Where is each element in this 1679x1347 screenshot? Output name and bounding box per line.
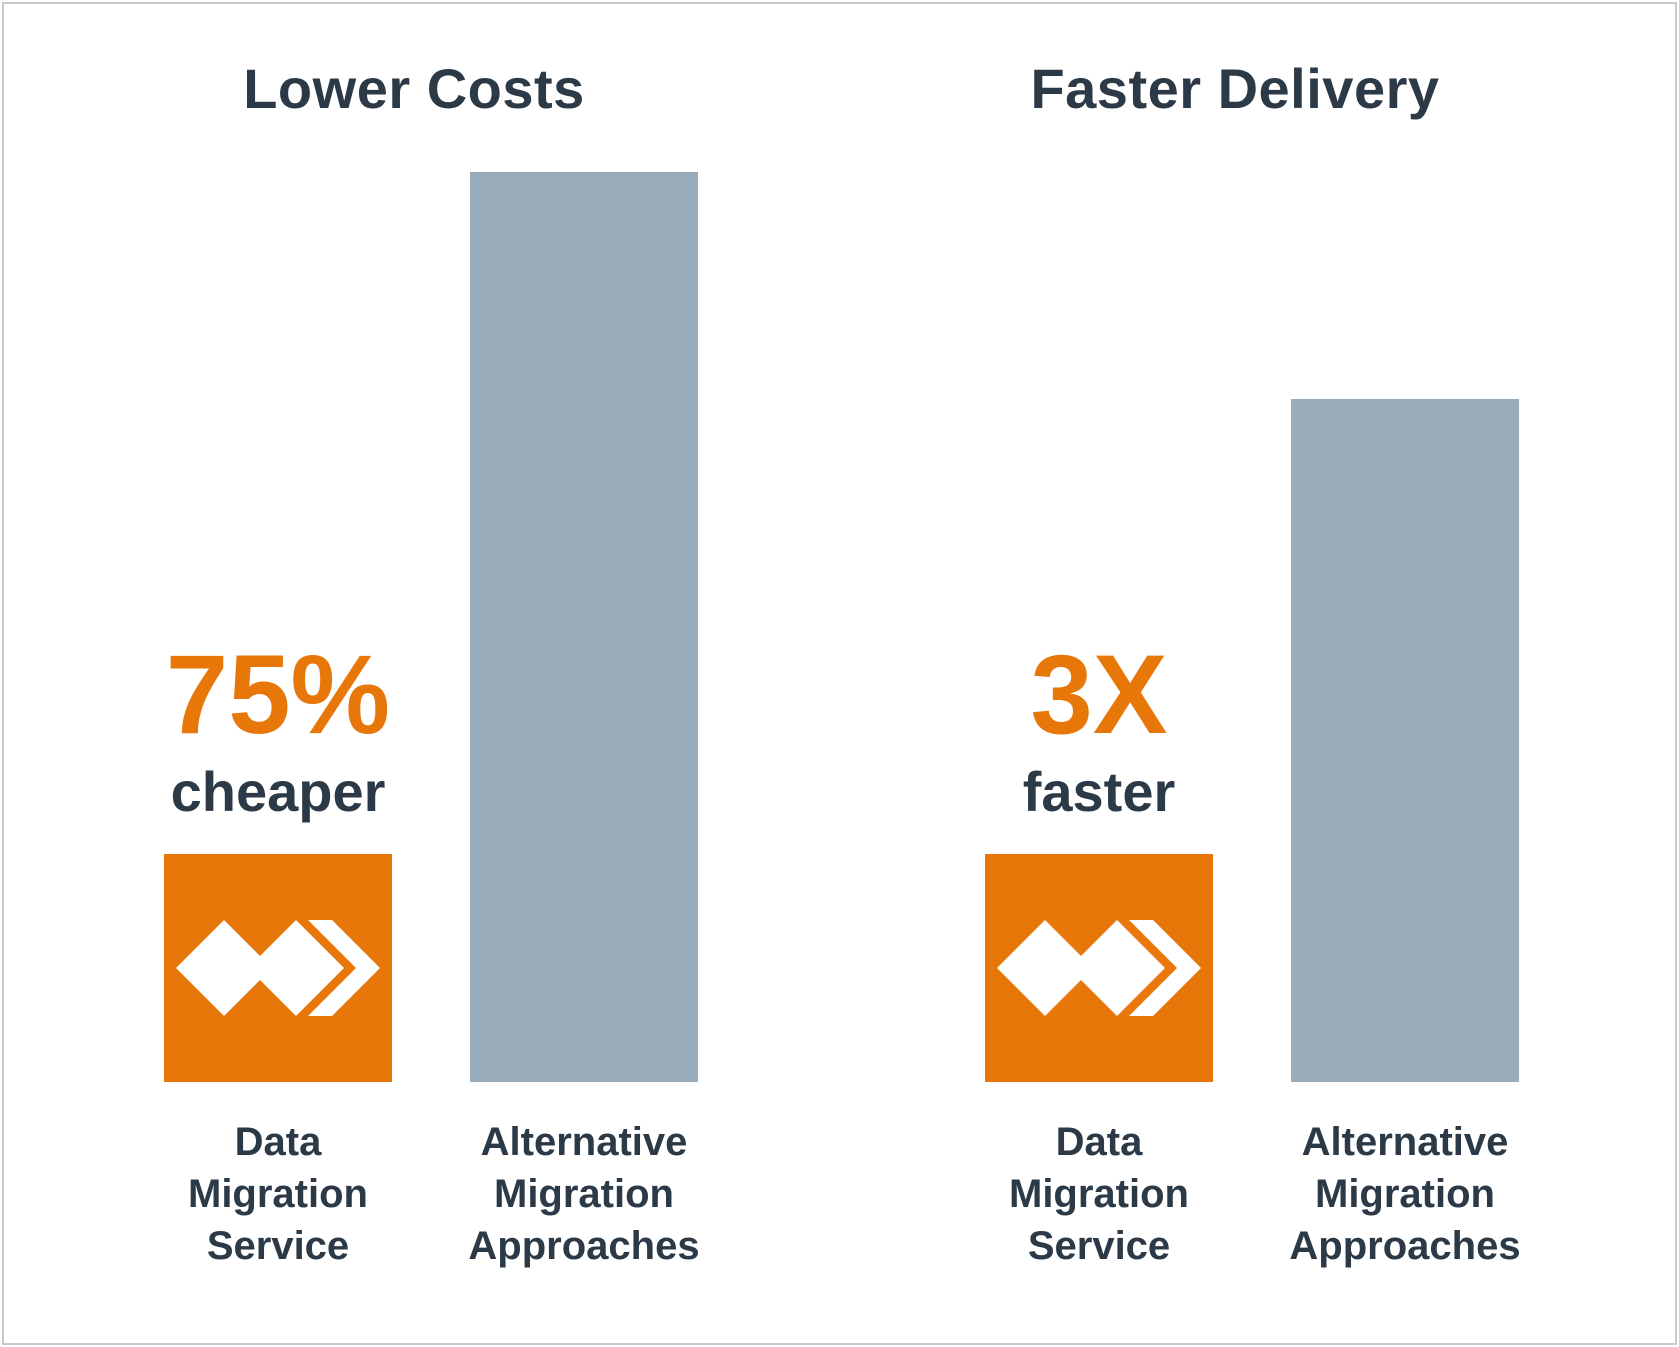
- dms-bar: [985, 854, 1213, 1082]
- data-migration-logo-icon: [176, 920, 380, 1016]
- category-label-line: Migration: [494, 1172, 674, 1216]
- callout: 75% cheaper: [124, 639, 432, 823]
- category-label-line: Data: [234, 1120, 322, 1164]
- alternative-bar: [1291, 399, 1519, 1082]
- category-label-line: Approaches: [468, 1224, 700, 1268]
- category-label: Alternative Migration Approaches: [1251, 1116, 1559, 1272]
- category-label-line: Approaches: [1289, 1224, 1521, 1268]
- faster-delivery-panel: Faster Delivery Data Migration Service 3X fas…: [825, 4, 1645, 1343]
- category-label-line: Alternative: [480, 1120, 688, 1164]
- category-label-line: Data: [1055, 1120, 1143, 1164]
- dms-bar: [164, 854, 392, 1082]
- category-label: Data Migration Service: [945, 1116, 1253, 1272]
- chart-title: Lower Costs: [243, 57, 585, 120]
- category-label-line: Service: [206, 1224, 350, 1268]
- alternative-bar: [470, 172, 698, 1082]
- callout-text: faster: [1022, 760, 1176, 823]
- chart-title: Faster Delivery: [1030, 57, 1440, 120]
- callout-text: cheaper: [170, 760, 386, 823]
- callout-value: 3X: [1030, 632, 1168, 757]
- data-migration-logo-icon: [997, 920, 1201, 1016]
- lower-costs-panel: Lower Costs Data Migration Service 75% cheape…: [4, 4, 824, 1343]
- category-label-line: Service: [1027, 1224, 1171, 1268]
- category-label: Alternative Migration Approaches: [430, 1116, 738, 1272]
- category-label-line: Migration: [1315, 1172, 1495, 1216]
- callout: 3X faster: [945, 639, 1253, 823]
- category-label-line: Alternative: [1301, 1120, 1509, 1164]
- category-label: Data Migration Service: [124, 1116, 432, 1272]
- category-label-line: Migration: [188, 1172, 368, 1216]
- callout-value: 75%: [165, 632, 391, 757]
- category-label-line: Migration: [1009, 1172, 1189, 1216]
